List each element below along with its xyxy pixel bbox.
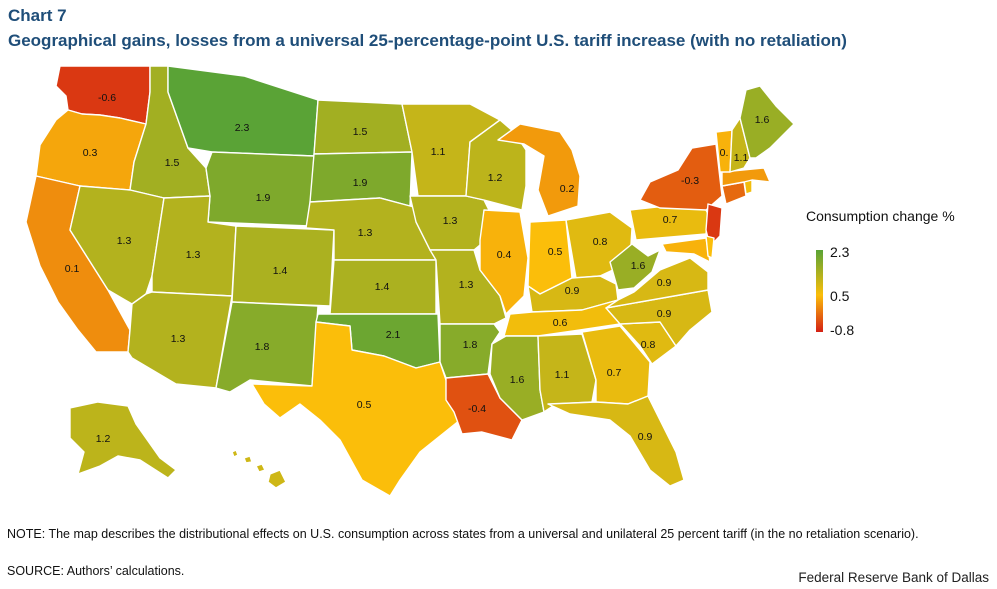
- state-wv: [609, 243, 661, 291]
- state-value-vt: 0.: [720, 147, 729, 159]
- state-md: [661, 237, 711, 263]
- state-hi: [231, 449, 287, 489]
- state-value-sd: 1.9: [353, 177, 368, 189]
- legend-color-bar: [816, 250, 823, 332]
- state-value-co: 1.4: [273, 265, 288, 277]
- state-value-ms: 1.6: [510, 374, 525, 386]
- legend-mid-label: 0.5: [830, 288, 850, 304]
- state-value-al: 1.1: [555, 369, 570, 381]
- state-value-ky: 0.9: [565, 285, 580, 297]
- state-value-nd: 1.5: [353, 126, 368, 138]
- state-value-va: 0.9: [657, 277, 672, 289]
- state-value-ne: 1.3: [358, 227, 373, 239]
- state-nh: [729, 117, 751, 173]
- state-mt: [167, 65, 319, 157]
- state-value-wy: 1.9: [256, 192, 271, 204]
- footnote-source: SOURCE: Authors’ calculations.: [7, 564, 185, 578]
- state-ar: [439, 323, 501, 379]
- state-value-mt: 2.3: [235, 122, 250, 134]
- state-mo: [429, 249, 507, 325]
- state-la: [445, 373, 523, 441]
- state-value-la: -0.4: [468, 403, 486, 415]
- legend-max-label: 2.3: [830, 244, 850, 260]
- footnote-note: NOTE: The map describes the distribution…: [7, 527, 919, 541]
- state-ma: [721, 167, 771, 187]
- state-nj: [705, 203, 723, 247]
- state-me: [739, 85, 795, 159]
- state-value-nc: 0.9: [657, 308, 672, 320]
- state-value-nv: 1.3: [117, 235, 132, 247]
- state-value-ok: 2.1: [386, 329, 401, 341]
- state-mi: [497, 123, 581, 217]
- state-va: [605, 257, 709, 309]
- state-value-mo: 1.3: [459, 279, 474, 291]
- state-value-ia: 1.3: [443, 215, 458, 227]
- state-fl: [547, 395, 685, 487]
- state-value-wi: 1.2: [488, 172, 503, 184]
- state-ny: [639, 143, 723, 211]
- state-value-mi: 0.2: [560, 183, 575, 195]
- state-value-pa: 0.7: [663, 214, 678, 226]
- state-value-ks: 1.4: [375, 281, 390, 293]
- legend-min-label: -0.8: [830, 322, 855, 338]
- credit-line: Federal Reserve Bank of Dallas: [798, 570, 989, 585]
- state-de: [705, 235, 715, 259]
- state-nm: [215, 301, 319, 393]
- chart-title: Geographical gains, losses from a univer…: [8, 31, 847, 50]
- legend-title: Consumption change %: [806, 208, 955, 224]
- state-value-mn: 1.1: [431, 146, 446, 158]
- state-value-oh: 0.8: [593, 236, 608, 248]
- state-value-az: 1.3: [171, 333, 186, 345]
- state-ak: [69, 401, 177, 479]
- state-value-me: 1.6: [755, 114, 770, 126]
- state-value-ny: -0.3: [681, 175, 699, 187]
- state-value-in: 0.5: [548, 246, 563, 258]
- state-value-or: 0.3: [83, 147, 98, 159]
- state-value-fl: 0.9: [638, 431, 653, 443]
- chart-label: Chart 7: [8, 6, 67, 25]
- state-value-wv: 1.6: [631, 260, 646, 272]
- state-value-tx: 0.5: [357, 399, 372, 411]
- state-value-sc: 0.8: [641, 339, 656, 351]
- state-value-nh: 1.1: [734, 152, 749, 164]
- state-value-ca: 0.1: [65, 263, 80, 275]
- state-wy: [205, 151, 315, 227]
- state-value-ar: 1.8: [463, 339, 478, 351]
- state-value-id: 1.5: [165, 157, 180, 169]
- state-value-wa: -0.6: [98, 92, 116, 104]
- state-value-ut: 1.3: [186, 249, 201, 261]
- state-value-tn: 0.6: [553, 317, 568, 329]
- state-value-ak: 1.2: [96, 433, 111, 445]
- state-value-ga: 0.7: [607, 367, 622, 379]
- state-il: [479, 209, 529, 315]
- state-value-nm: 1.8: [255, 341, 270, 353]
- state-value-il: 0.4: [497, 249, 512, 261]
- state-tx: [251, 321, 461, 497]
